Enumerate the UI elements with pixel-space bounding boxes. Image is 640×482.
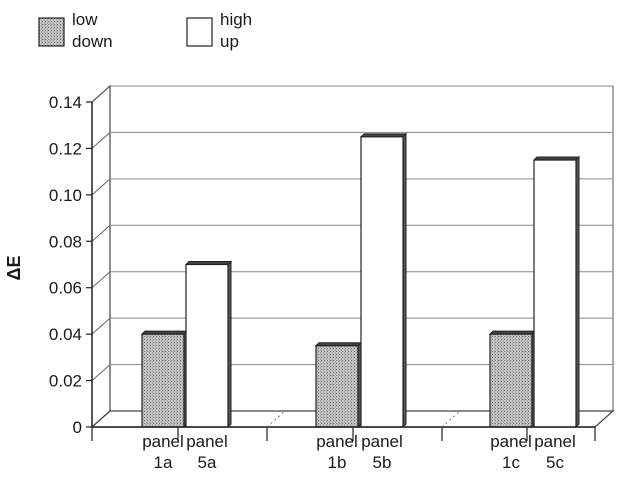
x-category-label: 1b: [328, 453, 347, 472]
legend-label: up: [220, 32, 239, 51]
x-category-label: 1c: [502, 453, 520, 472]
floor-divider: [266, 410, 286, 428]
x-category-label: 5b: [373, 453, 392, 472]
x-category-label: panel: [490, 432, 532, 451]
x-category-label: 5c: [546, 453, 564, 472]
bar: [141, 333, 185, 428]
x-category-label: panel: [316, 432, 358, 451]
bar: [489, 333, 533, 428]
gridline-side: [91, 132, 111, 149]
y-tick-label: 0.04: [49, 325, 82, 344]
gridline-side: [91, 178, 111, 196]
legend-label: low: [72, 10, 98, 29]
y-axis-title: ΔE: [4, 256, 24, 281]
gridline-side: [91, 364, 111, 381]
floor-divider: [441, 410, 461, 428]
y-tick-label: 0.06: [49, 279, 82, 298]
y-tick-label: 0.10: [49, 186, 82, 205]
x-axis: panel 1a panel 5a panel 1b panel 5b panel 1c panel…: [91, 410, 596, 472]
legend-swatch: [38, 17, 65, 47]
x-category-label: panel: [534, 432, 576, 451]
y-tick-label: 0: [73, 418, 82, 437]
y-tick-label: 0.02: [49, 372, 82, 391]
side-wall: [91, 84, 111, 429]
bars: [140, 132, 581, 429]
y-tick-label: 0.08: [49, 232, 82, 251]
legend-swatch: [186, 17, 213, 47]
bar: [185, 263, 229, 428]
bar: [360, 136, 404, 428]
y-tick-label: 0.12: [49, 139, 82, 158]
legend: low down high up: [38, 10, 252, 51]
legend-label: down: [72, 32, 113, 51]
bar: [533, 159, 577, 428]
x-category-label: 1a: [154, 453, 173, 472]
gridline-side: [91, 271, 111, 289]
x-category-label: panel: [361, 432, 403, 451]
y-axis: 0 0.02 0.04 0.06 0.08 0.10 0.12 0.14: [49, 93, 93, 437]
y-tick-label: 0.14: [49, 93, 82, 112]
x-category-label: panel: [186, 432, 228, 451]
gridline-side: [91, 85, 111, 103]
gridline-side: [91, 317, 111, 335]
bar: [315, 345, 359, 428]
gridline-side: [91, 224, 111, 242]
x-category-label: 5a: [198, 453, 217, 472]
legend-label: high: [220, 10, 252, 29]
x-category-label: panel: [142, 432, 184, 451]
